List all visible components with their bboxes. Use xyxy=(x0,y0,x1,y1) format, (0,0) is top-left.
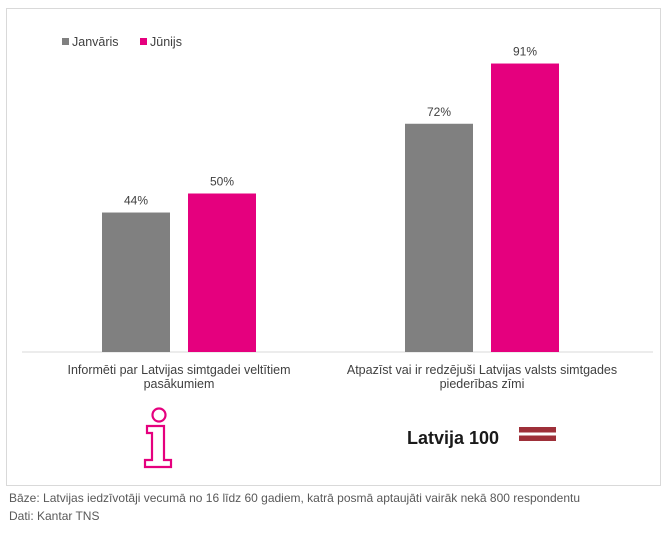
info-icon xyxy=(151,407,167,423)
flag-stripe-top xyxy=(519,427,556,433)
category-label: Atpazīst vai ir redzējuši Latvijas valst… xyxy=(347,363,617,377)
data-label: 91% xyxy=(513,45,537,59)
category-label: pasākumiem xyxy=(144,377,215,391)
legend-label: Janvāris xyxy=(72,35,119,49)
info-icon-stem xyxy=(143,424,173,469)
bar-january-1 xyxy=(102,212,170,352)
bar-june-1 xyxy=(188,193,256,352)
latvija-100-logo-text: Latvija 100 xyxy=(407,428,499,448)
bar-june-2 xyxy=(491,63,559,352)
legend-label: Jūnijs xyxy=(150,35,182,49)
data-label: 44% xyxy=(124,194,148,208)
bar-chart: 44% 72% 50% 91% Informēti par Latvijas simtg… xyxy=(22,35,653,469)
legend-swatch xyxy=(140,38,147,45)
chart-frame xyxy=(6,8,661,486)
legend-swatch xyxy=(62,38,69,45)
data-label: 72% xyxy=(427,105,451,119)
bar-january-2 xyxy=(405,123,473,352)
category-label: piederības zīmi xyxy=(440,377,525,391)
data-label: 50% xyxy=(210,175,234,189)
source-note: Dati: Kantar TNS xyxy=(9,509,100,523)
flag-stripe-middle xyxy=(519,432,556,436)
base-note: Bāze: Latvijas iedzīvotāji vecumā no 16 … xyxy=(9,491,581,505)
flag-stripe-bottom xyxy=(519,435,556,441)
category-label: Informēti par Latvijas simtgadei veltīti… xyxy=(67,363,290,377)
